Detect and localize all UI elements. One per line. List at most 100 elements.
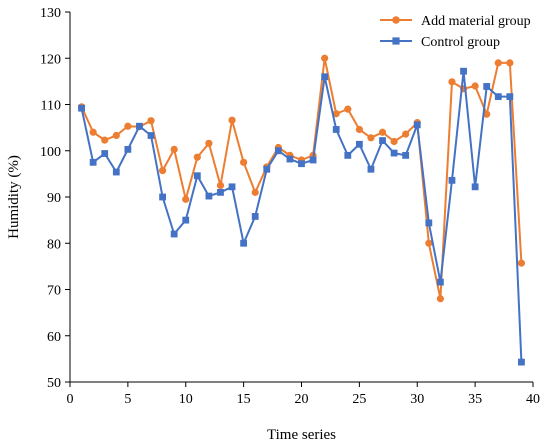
data-point — [332, 110, 340, 118]
data-point — [240, 239, 248, 247]
legend: Add material group Control group — [380, 14, 531, 50]
data-point — [205, 192, 213, 200]
data-point — [286, 155, 294, 163]
data-point — [344, 105, 352, 113]
data-point — [378, 128, 387, 136]
data-point — [402, 130, 410, 138]
series-layer — [77, 54, 526, 366]
x-tick-label: 30 — [410, 392, 424, 407]
y-tick-label: 110 — [41, 99, 61, 114]
data-point — [112, 168, 120, 176]
data-point — [344, 151, 352, 159]
data-point — [460, 67, 467, 75]
data-point — [425, 219, 433, 227]
data-point — [332, 126, 340, 133]
data-point — [355, 125, 363, 134]
y-tick-label: 120 — [40, 52, 61, 67]
data-point — [274, 147, 282, 155]
data-point — [263, 165, 271, 173]
axes — [69, 12, 533, 383]
data-point — [240, 158, 248, 166]
legend-label: Add material group — [421, 14, 531, 29]
data-point — [425, 239, 433, 247]
y-tick-label: 80 — [47, 237, 61, 252]
data-point — [89, 128, 97, 136]
data-point — [228, 183, 236, 191]
series-0 — [77, 54, 526, 303]
data-point — [390, 149, 398, 157]
data-point — [78, 104, 85, 112]
data-point — [205, 139, 213, 147]
data-point — [448, 78, 456, 86]
x-tick-label: 40 — [526, 392, 540, 407]
y-tick-label: 70 — [47, 284, 61, 299]
data-point — [147, 132, 155, 139]
series-line — [80, 70, 523, 363]
y-axis-title: Humidity (%) — [6, 155, 22, 239]
data-point — [124, 122, 132, 130]
data-point — [483, 110, 491, 118]
data-point — [159, 193, 166, 201]
data-point — [298, 160, 305, 168]
data-point — [112, 131, 120, 140]
y-tick-label: 130 — [40, 6, 61, 21]
data-point — [437, 278, 444, 286]
x-tick-label: 0 — [67, 392, 74, 407]
data-point — [321, 54, 329, 62]
data-point — [89, 158, 97, 166]
data-point — [494, 93, 502, 101]
data-point — [101, 150, 109, 157]
y-tick-label: 100 — [40, 145, 61, 160]
series-1 — [78, 67, 525, 366]
data-point — [506, 59, 514, 67]
data-point — [367, 165, 375, 173]
data-point — [251, 188, 259, 196]
data-point — [321, 73, 329, 81]
data-point — [436, 295, 444, 303]
data-point — [402, 151, 410, 159]
data-point — [355, 140, 363, 148]
y-tick-label: 60 — [47, 330, 61, 345]
data-point — [170, 145, 178, 153]
data-point — [518, 358, 525, 366]
x-tick-label: 20 — [295, 392, 309, 407]
y-tick-label: 50 — [47, 376, 61, 391]
data-point — [193, 153, 201, 161]
data-point — [517, 259, 526, 267]
data-point — [471, 183, 479, 191]
legend-label: Control group — [421, 35, 500, 50]
data-point — [124, 145, 132, 153]
data-point — [506, 93, 514, 101]
data-point — [217, 188, 224, 196]
data-point — [483, 83, 491, 90]
data-point — [193, 172, 201, 180]
x-tick-label: 25 — [352, 392, 366, 407]
data-point — [413, 121, 421, 129]
series-line — [80, 57, 523, 300]
legend-marker — [392, 16, 400, 24]
data-point — [494, 59, 502, 67]
data-point — [379, 137, 386, 144]
x-axis-title: Time series — [267, 427, 336, 443]
data-point — [390, 137, 398, 146]
data-point — [251, 213, 259, 220]
data-point — [309, 156, 317, 164]
data-point — [159, 167, 167, 175]
ticks: 0 5 10 15 20 25 30 35 40 50 60 70 80 90 100 110 120 130 — [40, 6, 540, 407]
data-point — [136, 122, 143, 130]
legend-marker — [392, 37, 400, 45]
data-point — [471, 82, 479, 90]
data-point — [147, 117, 155, 125]
x-tick-label: 5 — [124, 392, 131, 407]
x-tick-label: 15 — [237, 392, 251, 407]
data-point — [448, 176, 456, 184]
data-point — [101, 136, 109, 144]
data-point — [170, 230, 178, 238]
data-point — [182, 195, 190, 203]
x-tick-label: 10 — [179, 392, 193, 407]
data-point — [216, 181, 225, 190]
y-tick-label: 90 — [47, 191, 61, 206]
data-point — [228, 116, 236, 124]
data-point — [367, 134, 375, 142]
